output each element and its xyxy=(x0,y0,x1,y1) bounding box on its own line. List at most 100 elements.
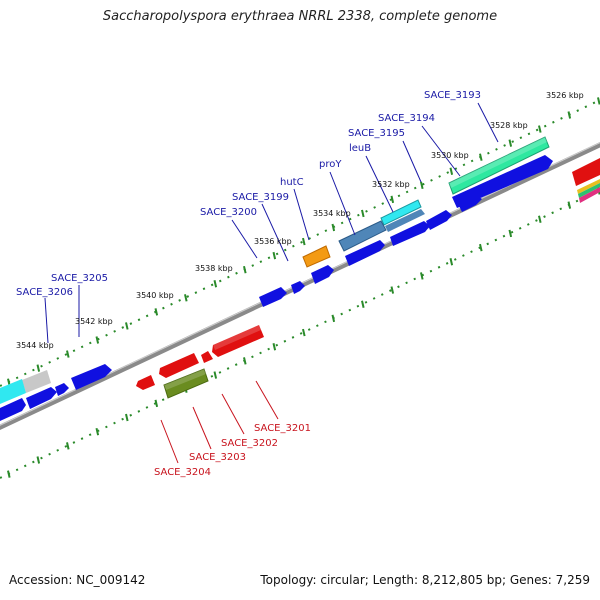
page-title: Saccharopolyspora erythraea NRRL 2338, c… xyxy=(102,9,498,24)
leader-sace-3200 xyxy=(231,219,258,259)
inner-major-tick xyxy=(331,314,336,323)
gene-blue-d[interactable] xyxy=(390,221,430,246)
accession-text: Accession: NC_009142 xyxy=(9,573,146,587)
label-sace-3203[interactable]: SACE_3203 xyxy=(189,452,246,463)
gene-blue-h[interactable] xyxy=(55,383,69,396)
gene-blue-e[interactable] xyxy=(426,210,452,230)
forward-genes xyxy=(0,136,553,421)
gene-blue-f[interactable] xyxy=(345,240,385,266)
gene-proY[interactable] xyxy=(338,220,387,252)
gene-sace-3202[interactable] xyxy=(201,351,213,363)
forward-gene-labels: SACE_3193 SACE_3194 SACE_3195 leuB proY … xyxy=(16,90,481,298)
gene-sace-3200[interactable] xyxy=(259,287,287,307)
gene-sace-3204[interactable] xyxy=(136,375,155,390)
outer-major-tick xyxy=(479,153,483,161)
gene-hutC[interactable] xyxy=(302,245,331,268)
tick-label-3534: 3534 kbp xyxy=(313,209,351,218)
gene-sace-3203-red[interactable] xyxy=(159,353,199,378)
label-sace-3201[interactable]: SACE_3201 xyxy=(254,423,311,434)
outer-major-tick xyxy=(302,237,306,246)
gene-sace-3206[interactable] xyxy=(0,379,26,404)
inner-major-tick xyxy=(66,442,70,450)
leader-sace-3203 xyxy=(192,406,212,450)
label-hutC[interactable]: hutC xyxy=(280,177,304,188)
inner-major-tick xyxy=(154,399,159,408)
edge-genes xyxy=(572,158,600,203)
reverse-genes xyxy=(136,325,264,399)
label-sace-3202[interactable]: SACE_3202 xyxy=(221,438,278,449)
label-proY[interactable]: proY xyxy=(319,159,342,170)
outer-major-tick xyxy=(508,139,513,147)
leader-sace-3199 xyxy=(261,203,289,262)
label-sace-3206[interactable]: SACE_3206 xyxy=(16,287,73,298)
outer-major-tick xyxy=(213,280,218,288)
inner-major-tick xyxy=(390,286,395,294)
gene-blue-a[interactable] xyxy=(452,155,553,208)
gene-gray[interactable] xyxy=(22,370,51,393)
outer-major-tick xyxy=(243,265,247,274)
leader-sace-3193 xyxy=(477,102,499,143)
inner-major-tick xyxy=(302,328,306,337)
inner-major-tick xyxy=(567,201,572,209)
tick-label-3530: 3530 kbp xyxy=(431,151,469,160)
leader-sace-3206 xyxy=(44,297,49,344)
outer-major-tick xyxy=(597,97,600,105)
gene-sace-3205[interactable] xyxy=(71,364,112,390)
gene-sace-3203[interactable] xyxy=(163,368,209,399)
gene-blue-g[interactable] xyxy=(311,265,334,284)
outer-major-tick xyxy=(36,364,41,372)
inner-major-tick xyxy=(272,342,277,351)
shine-sace-3201 xyxy=(213,325,261,350)
edge-gene-stripe-3 xyxy=(579,187,600,203)
gene-blue-i[interactable] xyxy=(26,387,57,409)
inner-major-tick xyxy=(36,456,41,464)
tick-label-3528: 3528 kbp xyxy=(490,121,528,130)
outer-major-tick xyxy=(420,181,424,190)
gene-blue-c[interactable] xyxy=(385,209,425,232)
gene-sace-3193[interactable] xyxy=(448,136,550,195)
outer-major-tick xyxy=(538,125,542,133)
leader-leuB xyxy=(365,155,394,213)
outer-major-tick xyxy=(95,336,100,344)
outer-major-tick xyxy=(361,209,365,218)
inner-major-tick xyxy=(479,243,483,252)
leader-sace-3201 xyxy=(255,380,279,420)
inner-major-tick xyxy=(420,272,424,280)
shine-sace-3203 xyxy=(164,369,206,390)
gene-blue-b[interactable] xyxy=(458,195,482,212)
edge-gene-stripe-1 xyxy=(577,179,600,194)
inner-major-tick xyxy=(538,215,542,224)
major-ticks xyxy=(7,97,600,478)
gene-sace-3199[interactable] xyxy=(291,281,305,294)
kbp-labels: 3526 kbp 3528 kbp 3530 kbp 3532 kbp 3534… xyxy=(16,91,584,350)
tick-label-3532: 3532 kbp xyxy=(372,180,410,189)
leader-sace-3195 xyxy=(402,140,422,183)
inner-major-tick xyxy=(95,427,100,436)
inner-major-tick xyxy=(449,258,454,266)
tick-label-3542: 3542 kbp xyxy=(75,317,113,326)
label-sace-3204[interactable]: SACE_3204 xyxy=(154,467,211,478)
label-sace-3205[interactable]: SACE_3205 xyxy=(51,273,108,284)
outer-major-tick xyxy=(125,322,129,330)
leader-hutC xyxy=(293,188,310,241)
label-leuB[interactable]: leuB xyxy=(349,143,371,154)
outer-major-tick xyxy=(331,223,336,232)
gene-sace-3201[interactable] xyxy=(212,325,264,357)
tick-label-3544: 3544 kbp xyxy=(16,341,54,350)
label-sace-3195[interactable]: SACE_3195 xyxy=(348,128,405,139)
edge-gene-stripe-2 xyxy=(578,183,600,198)
label-sace-3194[interactable]: SACE_3194 xyxy=(378,113,435,124)
label-sace-3199[interactable]: SACE_3199 xyxy=(232,192,289,203)
outer-major-tick xyxy=(184,294,188,302)
label-sace-3200[interactable]: SACE_3200 xyxy=(200,207,257,218)
label-sace-3193[interactable]: SACE_3193 xyxy=(424,90,481,101)
outer-major-tick xyxy=(567,111,572,119)
gene-leuB[interactable] xyxy=(380,199,422,226)
gene-blue-j[interactable] xyxy=(0,398,26,421)
inner-major-tick xyxy=(361,300,365,308)
outer-major-tick xyxy=(390,195,395,204)
topology-text: Topology: circular; Length: 8,212,805 bp… xyxy=(260,573,590,587)
leader-proY xyxy=(329,171,356,236)
